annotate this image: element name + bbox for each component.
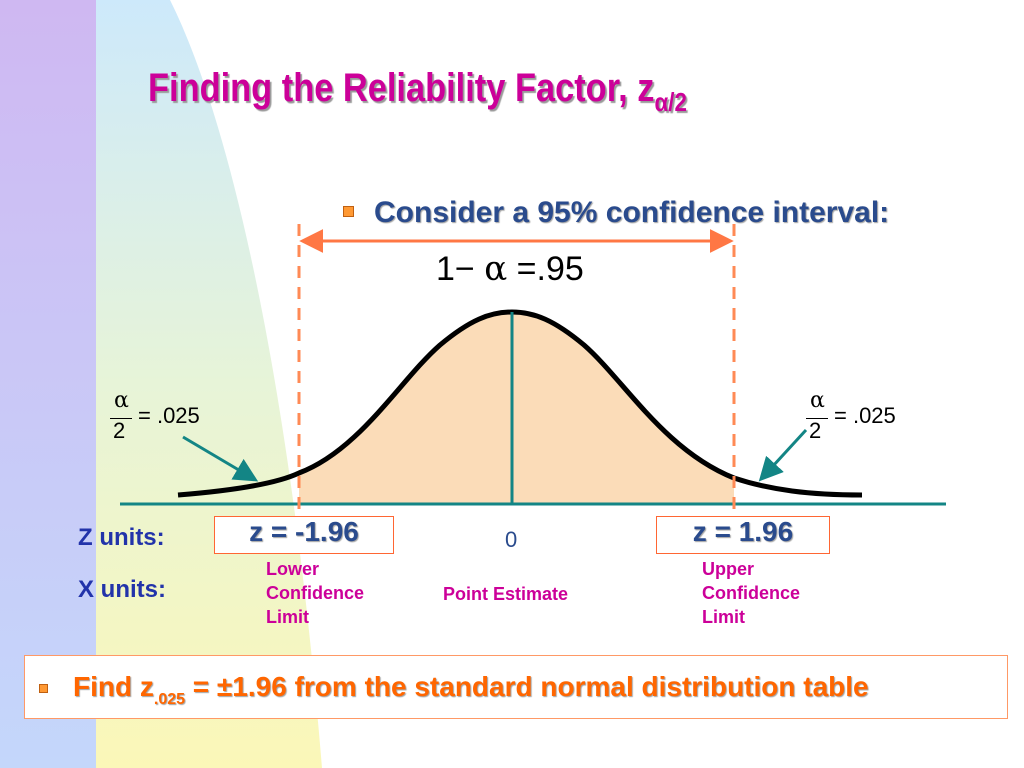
- right-tail-num: α: [810, 388, 825, 413]
- slide-title: Finding the Reliability Factor, zα/2: [148, 66, 687, 117]
- upper-confidence-limit-label: Upper Confidence Limit: [702, 557, 800, 629]
- x-units-label: X units:: [78, 576, 166, 603]
- eq-equals: =: [516, 250, 537, 288]
- find-z-box: Find z.025 = ±1.96 from the standard nor…: [24, 655, 1008, 719]
- find-subscript: .025: [153, 691, 186, 708]
- eq-one: 1: [436, 250, 455, 288]
- lower-limit-line1: Lower: [266, 559, 320, 579]
- upper-limit-line3: Limit: [702, 607, 745, 627]
- eq-alpha: α: [484, 249, 508, 289]
- bullet-square-icon: [343, 205, 354, 217]
- lower-limit-line3: Limit: [266, 607, 309, 627]
- title-subscript: α/2: [654, 87, 687, 117]
- find-z-text: Find z.025 = ±1.96 from the standard nor…: [73, 671, 869, 708]
- find-suffix: = ±1.96 from the standard normal distrib…: [185, 671, 869, 702]
- confidence-region: [299, 312, 734, 504]
- left-tail-value: = .025: [138, 403, 200, 428]
- bullet-square-icon: [39, 684, 48, 693]
- right-tail-value: = .025: [834, 403, 896, 428]
- z-lower-box: z = -1.96: [214, 516, 394, 554]
- z-upper-box: z = 1.96: [656, 516, 830, 554]
- find-prefix: Find z: [73, 671, 154, 702]
- z-units-label: Z units:: [78, 524, 165, 551]
- pointer-arrow-icon: [758, 428, 808, 482]
- left-tail-num: α: [114, 388, 129, 413]
- title-text: Finding the Reliability Factor, z: [148, 66, 655, 110]
- eq-value: .95: [536, 250, 584, 288]
- upper-limit-line2: Confidence: [702, 583, 801, 603]
- equation-confidence: 1− α =.95: [436, 249, 584, 289]
- pointer-arrow-icon: [182, 435, 259, 482]
- z-upper-value: z = 1.96: [692, 516, 794, 547]
- lower-confidence-limit-label: Lower Confidence Limit: [266, 557, 364, 629]
- eq-minus: −: [454, 250, 475, 288]
- upper-limit-line1: Upper: [702, 559, 755, 579]
- z-lower-value: z = -1.96: [249, 516, 359, 547]
- left-tail-den: 2: [113, 418, 126, 443]
- bullet-consider: Consider a 95% confidence interval:: [343, 196, 889, 230]
- bullet-consider-text: Consider a 95% confidence interval:: [374, 196, 890, 229]
- lower-limit-line2: Confidence: [266, 583, 365, 603]
- z-zero-label: 0: [505, 527, 518, 552]
- point-estimate-label: Point Estimate: [443, 584, 569, 604]
- right-tail-den: 2: [809, 418, 822, 443]
